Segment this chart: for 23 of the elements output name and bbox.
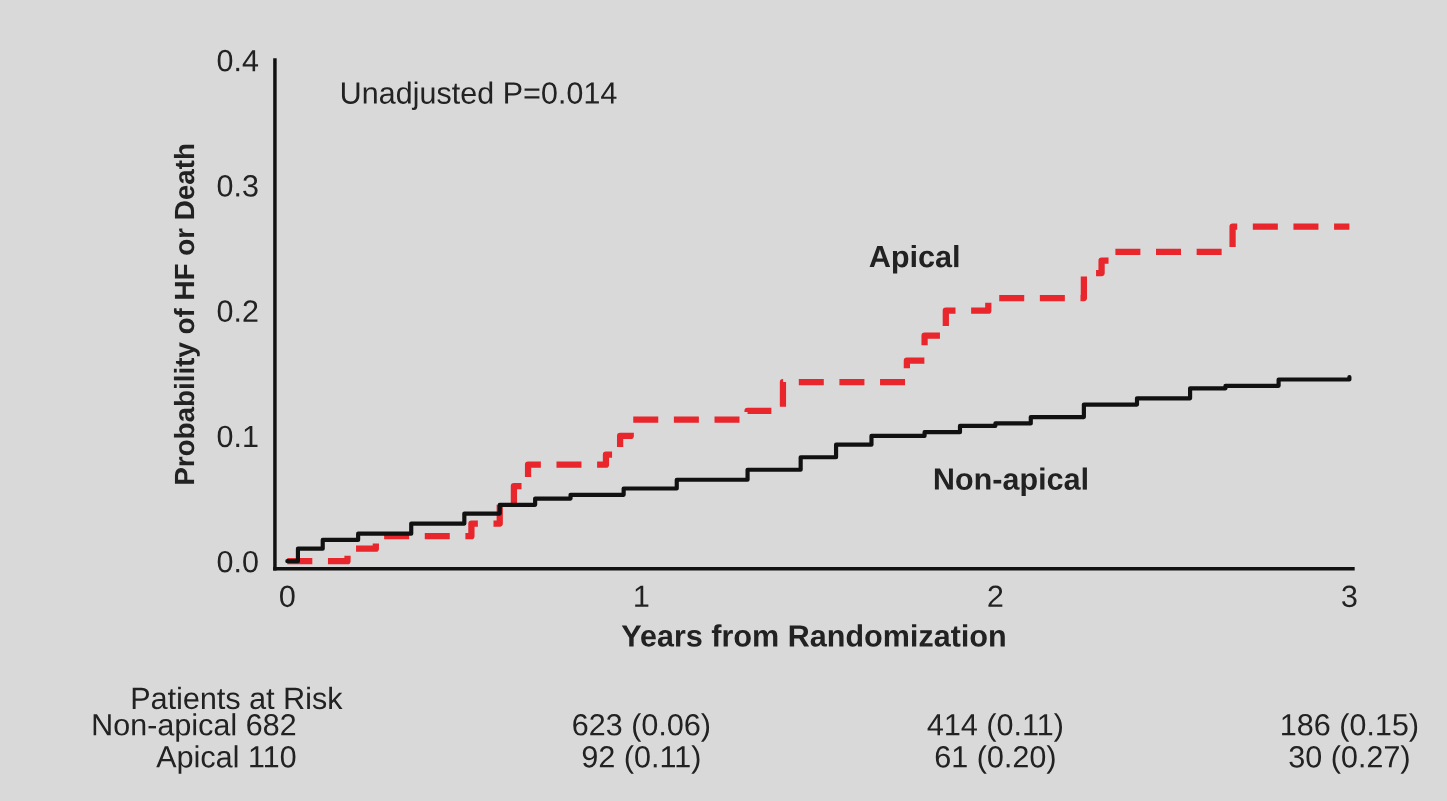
x-tick-label: 2: [988, 585, 1003, 607]
annotation: Unadjusted P=0.014: [341, 81, 617, 110]
text: 414 (0.11): [927, 713, 1063, 742]
y-tick-label: 0.3: [217, 175, 258, 197]
x-axis-title: Years from Randomization: [621, 624, 1005, 647]
x-tick-label: 3: [1342, 585, 1357, 608]
y-tick-label: 0.0: [217, 550, 258, 573]
text: 92 (0.11): [582, 745, 700, 774]
x-tick-label: 0: [280, 585, 295, 608]
series-label: Non-apical: [934, 467, 1087, 496]
series-label: Apical: [869, 244, 959, 274]
y-tick-label: 0.4: [217, 49, 259, 72]
y-tick-label: 0.1: [217, 425, 258, 448]
text: 186 (0.15): [1282, 713, 1418, 742]
text: Non-apical 682: [93, 713, 296, 742]
y-tick-label: 0.2: [217, 300, 258, 323]
text: Patients at Risk: [132, 686, 343, 710]
x-tick-label: 1: [635, 585, 649, 607]
text: 61 (0.20): [935, 745, 1055, 774]
text: 623 (0.06): [573, 713, 710, 742]
text: 30 (0.27): [1289, 745, 1409, 774]
y-axis-title: Probability of HF or Death: [173, 144, 200, 484]
text: Apical 110: [156, 745, 296, 774]
